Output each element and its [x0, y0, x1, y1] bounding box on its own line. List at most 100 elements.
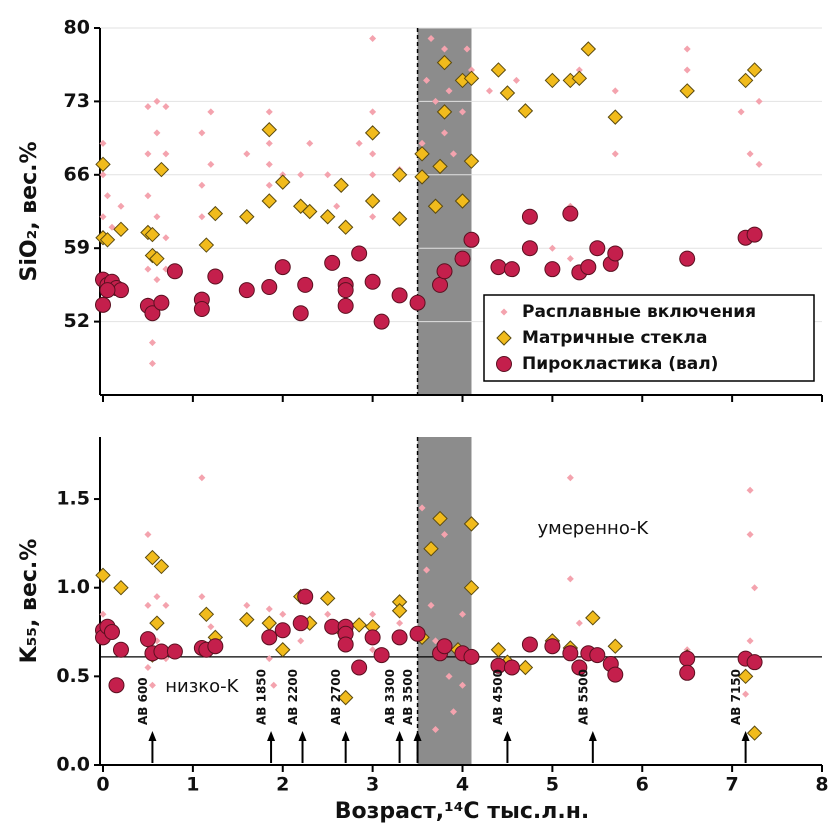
glass-point: [414, 169, 430, 185]
x-tick-label: 3: [366, 774, 379, 796]
inclusion-point: [162, 150, 170, 158]
arrow-head: [267, 731, 276, 741]
annotation: умеренно-K: [537, 518, 649, 539]
inclusion-point: [683, 66, 691, 74]
pyroclastic-point: [521, 208, 538, 225]
legend-marker: [496, 356, 512, 372]
inclusion-point: [207, 623, 215, 631]
inclusion-point: [548, 244, 556, 252]
pyroclastic-point: [261, 629, 278, 646]
inclusion-point: [355, 139, 363, 147]
glass-point: [207, 205, 224, 222]
glass-point: [144, 549, 161, 566]
pyroclastic-point: [409, 625, 426, 642]
y-tick-label: 80: [64, 17, 90, 39]
pyroclastic-point: [351, 245, 368, 262]
glass-point: [99, 232, 116, 248]
pyroclastic-point: [544, 638, 561, 655]
inclusion-point: [265, 160, 273, 168]
legend-marker: [496, 330, 512, 346]
inclusion-point: [445, 672, 453, 680]
inclusion-point: [611, 150, 619, 158]
inclusion-point: [445, 87, 453, 95]
arrow-label: AB 3500: [401, 669, 415, 725]
pyroclastic-point: [103, 624, 120, 641]
glass-point: [580, 41, 597, 57]
pyroclastic-point: [373, 313, 390, 330]
inclusion-point: [418, 139, 426, 147]
inclusion-point: [243, 601, 251, 609]
pyroclastic-point: [409, 294, 426, 311]
pyroclastic-point: [193, 301, 210, 318]
pyroclastic-point: [364, 629, 381, 646]
pyroclastic-point: [544, 261, 561, 278]
legend-label: Пирокластика (вал): [522, 354, 718, 374]
glass-point: [432, 158, 448, 175]
inclusion-point: [265, 108, 273, 116]
inclusion-point: [432, 726, 440, 734]
arrow-head: [503, 731, 512, 741]
glass-point: [423, 540, 439, 557]
pyroclastic-point: [238, 282, 255, 299]
pyroclastic-point: [463, 231, 480, 248]
inclusion-point: [432, 637, 440, 645]
arrow-label: AB 2200: [286, 669, 300, 725]
glass-point: [302, 203, 318, 220]
pyroclastic-point: [364, 273, 381, 290]
pyroclastic-point: [589, 240, 606, 257]
arrow-head: [588, 731, 597, 741]
inclusion-point: [265, 139, 273, 147]
inclusion-point: [742, 690, 750, 698]
pyroclastic-point: [746, 226, 763, 243]
inclusion-point: [566, 474, 574, 482]
glass-point: [746, 62, 763, 78]
arrow-label: AB 7150: [729, 669, 743, 725]
pyroclastic-point: [139, 631, 156, 648]
inclusion-point: [459, 610, 466, 618]
inclusion-point: [207, 160, 215, 168]
inclusion-point: [207, 108, 215, 116]
pyroclastic-point: [503, 261, 520, 278]
glass-point: [275, 174, 291, 190]
glass-point: [113, 579, 129, 596]
inclusion-point: [144, 265, 152, 273]
glass-point: [198, 606, 215, 623]
pyroclastic-point: [679, 250, 696, 267]
pyroclastic-point: [432, 276, 449, 293]
y-tick-label: 0.0: [56, 754, 90, 776]
arrow-label: AB 600: [136, 677, 150, 725]
pyroclastic-point: [490, 259, 507, 276]
pyroclastic-point: [274, 259, 291, 276]
inclusion-point: [450, 708, 458, 716]
inclusion-point: [148, 339, 156, 347]
pyroclastic-point: [571, 659, 588, 676]
glass-point: [463, 70, 480, 87]
inclusion-point: [270, 681, 278, 689]
inclusion-point: [144, 601, 152, 609]
pyroclastic-point: [337, 636, 354, 653]
inclusion-point: [369, 610, 377, 618]
y-axis-label: SiO₂, вес.%: [17, 141, 42, 281]
legend-box: [483, 294, 815, 382]
inclusion-point: [144, 531, 152, 539]
inclusion-point: [198, 181, 206, 189]
glass-point: [351, 617, 367, 633]
pyroclastic-point: [292, 615, 309, 632]
pyroclastic-point: [562, 645, 579, 662]
glass-point: [414, 146, 430, 162]
inclusion-point: [463, 45, 471, 53]
glass-point: [737, 668, 754, 685]
inclusion-point: [746, 486, 754, 494]
glass-point: [454, 193, 471, 209]
inclusion-point: [369, 171, 377, 179]
pyroclastic-point: [207, 268, 224, 285]
arrow-label: AB 1850: [255, 669, 269, 725]
inclusion-point: [432, 97, 440, 105]
pyroclastic-point: [607, 666, 624, 683]
pyroclastic-point: [589, 647, 606, 664]
inclusion-point: [611, 87, 619, 95]
inclusion-point: [450, 150, 458, 158]
pyroclastic-point: [112, 641, 129, 658]
glass-point: [391, 211, 408, 227]
